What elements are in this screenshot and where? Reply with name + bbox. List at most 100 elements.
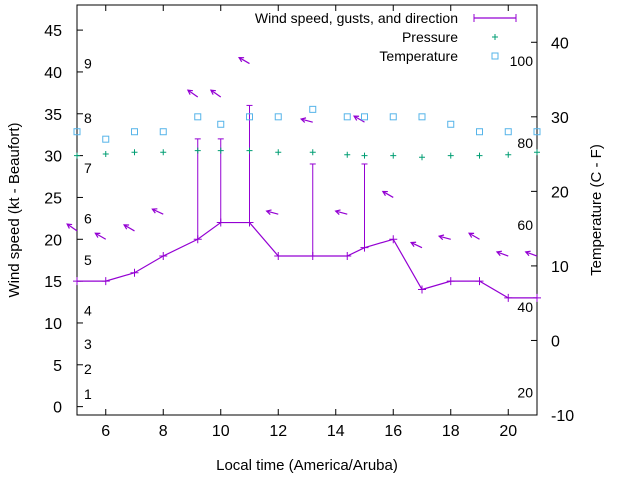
y2-tick-label: 30 [551, 110, 569, 127]
temperature-point [274, 113, 282, 121]
beaufort-label: 9 [84, 56, 92, 72]
x-tick-label: 6 [101, 423, 110, 440]
wind-direction-arrowhead [186, 89, 193, 95]
wind-direction-arrow [496, 251, 509, 257]
y2-tick-label: 40 [551, 35, 569, 52]
pressure-point [74, 152, 80, 159]
temperature-point [194, 113, 202, 121]
y-tick-label: 45 [44, 23, 62, 40]
pressure-point [102, 150, 109, 157]
pressure-point [160, 149, 167, 156]
wind-direction-arrowhead [66, 223, 73, 229]
wind-direction-arrow [66, 223, 78, 232]
beaufort-label: 3 [84, 336, 92, 352]
y2-tick-label: -10 [551, 408, 574, 425]
beaufort-label: 7 [84, 160, 92, 176]
wind-point [245, 218, 254, 227]
y2-tick-label: 0 [551, 333, 560, 350]
wind-direction-arrowhead [151, 208, 158, 214]
pressure-point [419, 154, 425, 161]
temperature-point [389, 113, 397, 121]
y2-tick-label: 20 [551, 184, 569, 201]
y2-tick-label: 10 [551, 259, 569, 276]
beaufort-label: 8 [84, 110, 92, 126]
wind-direction-arrowhead [238, 56, 245, 63]
fahrenheit-label: 80 [517, 135, 533, 151]
wind-direction-arrowhead [437, 234, 445, 241]
y2-axis-title: Temperature (C - F) [588, 144, 605, 276]
wind-direction-arrow [187, 89, 199, 98]
temperature-point [217, 120, 225, 128]
wind-direction-arrow [238, 57, 250, 65]
pressure-point [309, 149, 316, 156]
wind-direction-arrowhead [123, 224, 130, 230]
wind-point [418, 285, 426, 294]
y-axis-title: Wind speed (kt - Beaufort) [6, 122, 23, 297]
wind-direction-arrowhead [334, 209, 341, 215]
wind-direction-arrowhead [299, 117, 307, 123]
legend-temperature-swatch [491, 52, 499, 60]
wind-point [446, 277, 455, 286]
temperature-point [102, 135, 110, 143]
pressure-point [534, 149, 540, 156]
beaufort-label: 4 [84, 302, 92, 318]
y-tick-label: 30 [44, 149, 62, 166]
plot-frame [76, 4, 538, 416]
wind-direction-arrow [210, 89, 222, 98]
pressure-point [361, 152, 368, 159]
x-tick-label: 20 [499, 423, 517, 440]
x-tick-label: 16 [384, 423, 402, 440]
pressure-point [344, 151, 351, 158]
legend-temperature-label: Temperature [379, 48, 458, 64]
legend: Wind speed, gusts, and direction Pressur… [255, 10, 517, 64]
wind-point [216, 218, 225, 227]
wind-direction-arrow [266, 210, 279, 215]
wind-point [274, 252, 283, 261]
pressure-point [275, 149, 282, 156]
y-tick-label: 20 [44, 232, 62, 249]
wind-point [159, 252, 168, 261]
wind-point [308, 252, 317, 261]
x-tick-label: 12 [269, 423, 287, 440]
y-tick-label: 35 [44, 107, 62, 124]
legend-wind-caps [473, 14, 517, 22]
wind-direction-arrowhead [495, 250, 503, 257]
wind-direction-arrowhead [353, 115, 360, 121]
temperature-point [73, 128, 81, 136]
wind-direction-arrow [525, 251, 538, 257]
wind-direction-arrowhead [209, 89, 216, 95]
pressure-point [447, 152, 454, 159]
temperature-point [343, 113, 351, 121]
wind-direction-arrowhead [381, 190, 388, 197]
wind-direction-arrowhead [524, 250, 531, 257]
pressure-point [246, 147, 253, 154]
wind-point [475, 277, 484, 286]
temperature-point [131, 128, 138, 136]
fahrenheit-label: 40 [517, 299, 533, 315]
wind-point [101, 277, 110, 286]
wind-direction-arrowhead [94, 232, 101, 238]
wind-point [533, 293, 541, 302]
fahrenheit-label: 20 [517, 385, 533, 401]
wind-point [343, 252, 352, 261]
series [66, 56, 541, 302]
y-tick-label: 40 [44, 65, 62, 82]
wind-point [193, 235, 202, 244]
wind-point [360, 243, 369, 252]
y-tick-label: 25 [44, 190, 62, 207]
fahrenheit-label: 100 [510, 53, 534, 69]
pressure-point [217, 147, 224, 154]
x-tick-label: 10 [212, 423, 230, 440]
wind-speed-line [77, 221, 537, 299]
wind-direction-arrowhead [409, 241, 417, 247]
beaufort-label: 5 [84, 252, 92, 268]
y-tick-label: 15 [44, 274, 62, 291]
wind-direction-arrowhead [468, 232, 475, 238]
x-tick-label: 14 [327, 423, 345, 440]
wind-point [389, 235, 398, 244]
y-tick-label: 0 [53, 400, 62, 417]
wind-direction-arrow [123, 224, 135, 232]
wind-direction-arrowhead [265, 209, 272, 215]
wind-point [130, 268, 139, 277]
